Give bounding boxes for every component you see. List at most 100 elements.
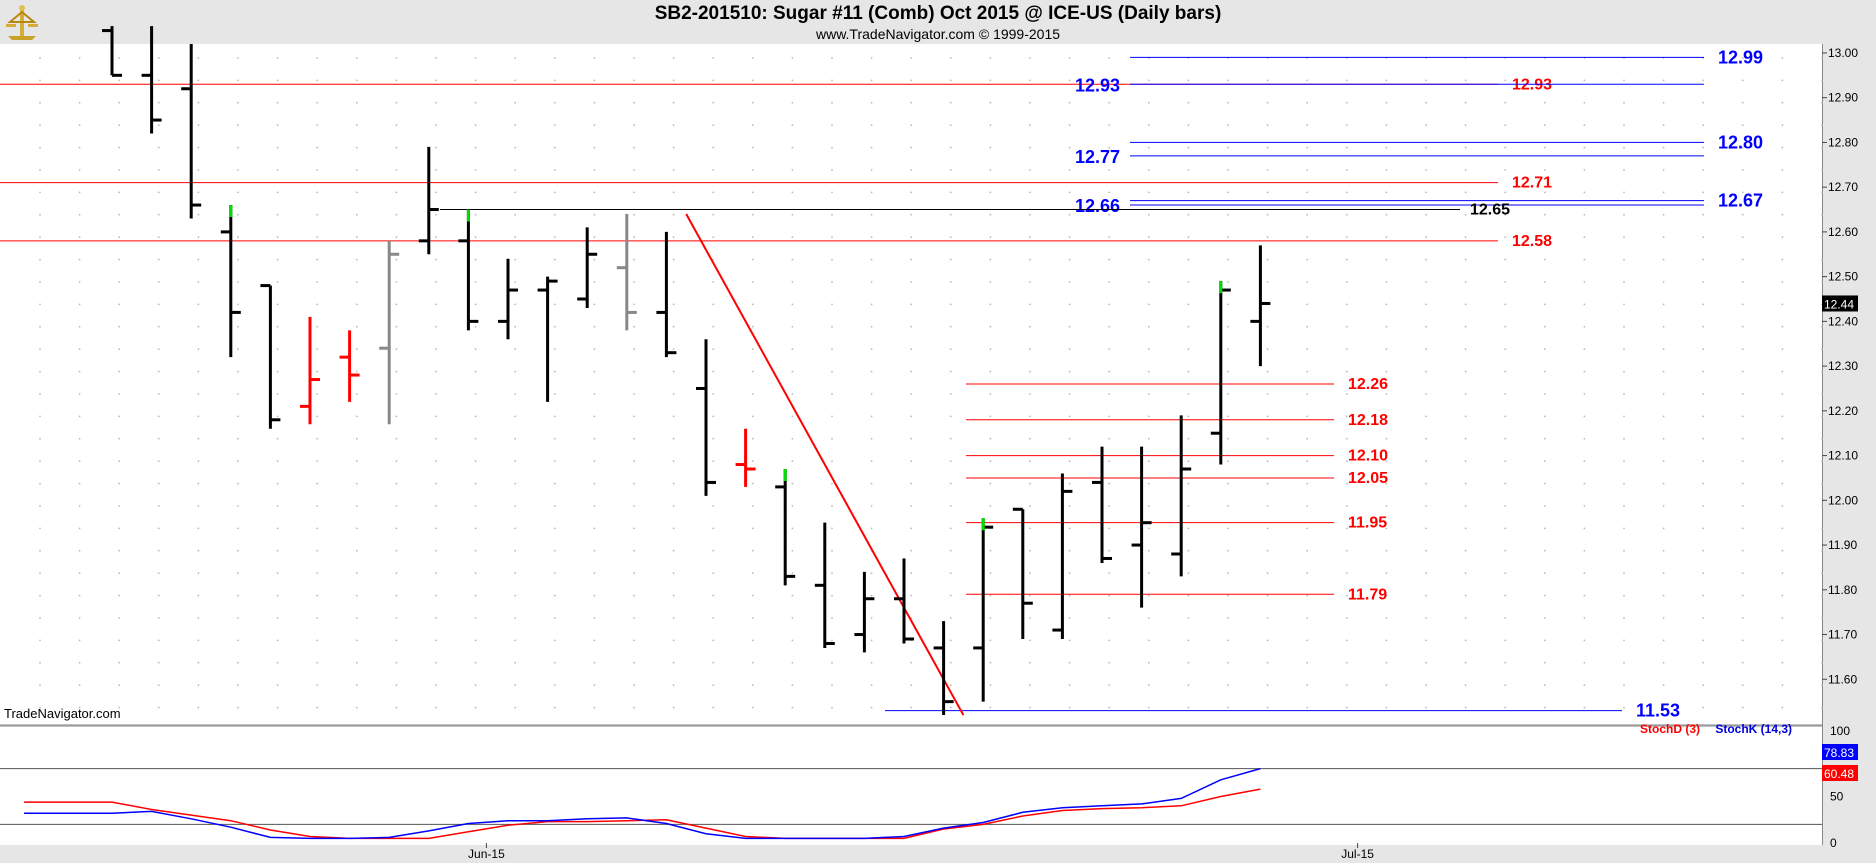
grid-dot bbox=[1781, 505, 1784, 507]
grid-dot bbox=[1702, 325, 1705, 328]
grid-dot bbox=[1306, 706, 1309, 709]
grid-dot bbox=[989, 482, 992, 485]
red-level-label: 11.79 bbox=[1348, 586, 1387, 603]
grid-dot bbox=[989, 191, 992, 194]
grid-dot bbox=[553, 684, 556, 687]
grid-dot bbox=[514, 101, 517, 104]
grid-dot bbox=[1662, 594, 1665, 597]
grid-dot bbox=[1623, 572, 1625, 575]
grid-dot bbox=[1306, 482, 1309, 485]
grid-dot bbox=[1266, 236, 1269, 239]
grid-dot bbox=[1662, 303, 1665, 306]
grid-dot bbox=[39, 437, 41, 440]
grid-dot bbox=[474, 370, 477, 373]
grid-dot bbox=[157, 437, 160, 440]
grid-dot bbox=[593, 101, 596, 104]
grid-dot bbox=[1662, 124, 1665, 127]
grid-dot bbox=[593, 191, 596, 194]
grid-dot bbox=[910, 437, 913, 440]
grid-dot bbox=[1464, 348, 1467, 351]
grid-dot bbox=[395, 572, 398, 575]
grid-dot bbox=[949, 236, 952, 239]
grid-dot bbox=[1187, 236, 1190, 239]
grid-dot bbox=[672, 191, 675, 194]
grid-dot bbox=[1464, 482, 1467, 485]
grid-dot bbox=[514, 124, 517, 127]
grid-dot bbox=[1662, 661, 1665, 664]
grid-dot bbox=[1623, 236, 1625, 239]
grid-dot bbox=[870, 437, 873, 440]
grid-dot bbox=[870, 482, 873, 485]
grid-dot bbox=[1425, 617, 1427, 619]
grid-dot bbox=[1108, 348, 1111, 351]
grid-dot bbox=[633, 169, 635, 171]
grid-dot bbox=[1345, 684, 1348, 687]
grid-dot bbox=[672, 57, 675, 59]
grid-dot bbox=[949, 146, 952, 149]
grid-dot bbox=[1583, 325, 1586, 328]
grid-dot bbox=[118, 281, 121, 283]
grid-dot bbox=[870, 236, 873, 239]
grid-dot bbox=[712, 639, 715, 642]
grid-dot bbox=[78, 415, 81, 418]
grid-dot bbox=[276, 594, 279, 597]
grid-dot bbox=[831, 303, 833, 306]
grid-dot bbox=[989, 169, 992, 171]
grid-dot bbox=[1702, 505, 1705, 507]
grid-dot bbox=[1504, 527, 1507, 530]
ohlc-bar bbox=[181, 44, 202, 219]
grid-dot bbox=[1108, 706, 1111, 709]
grid-dot bbox=[1781, 639, 1784, 642]
grid-dot bbox=[316, 706, 319, 709]
grid-dot bbox=[237, 460, 239, 463]
grid-dot bbox=[870, 213, 873, 216]
grid-dot bbox=[1068, 617, 1071, 619]
ohlc-bar bbox=[141, 26, 162, 134]
grid-dot bbox=[395, 124, 398, 127]
grid-dot bbox=[870, 706, 873, 709]
grid-dot bbox=[1702, 572, 1705, 575]
grid-dot bbox=[39, 572, 41, 575]
grid-dot bbox=[1741, 57, 1744, 59]
grid-dot bbox=[1821, 661, 1823, 664]
grid-dot bbox=[1266, 415, 1269, 418]
grid-dot bbox=[474, 549, 477, 552]
grid-dot bbox=[1781, 572, 1784, 575]
stoch-y-tick-label: 0 bbox=[1830, 836, 1837, 850]
grid-dot bbox=[1702, 213, 1705, 216]
grid-dot bbox=[197, 393, 200, 395]
grid-dot bbox=[1385, 617, 1388, 619]
grid-dot bbox=[1821, 191, 1823, 194]
grid-dot bbox=[989, 303, 992, 306]
grid-dot bbox=[633, 281, 635, 283]
grid-dot bbox=[1583, 281, 1586, 283]
grid-dot bbox=[1385, 661, 1388, 664]
grid-dot bbox=[1306, 617, 1309, 619]
grid-dot bbox=[1345, 303, 1348, 306]
grid-dot bbox=[276, 460, 279, 463]
grid-dot bbox=[1345, 393, 1348, 395]
grid-dot bbox=[1029, 572, 1031, 575]
grid-dot bbox=[1385, 236, 1388, 239]
grid-dot bbox=[1227, 303, 1229, 306]
grid-dot bbox=[514, 527, 517, 530]
grid-dot bbox=[1504, 101, 1507, 104]
grid-dot bbox=[1345, 370, 1348, 373]
grid-dot bbox=[751, 527, 754, 530]
grid-dot bbox=[1306, 325, 1309, 328]
grid-dot bbox=[1029, 79, 1031, 82]
grid-dot bbox=[1266, 572, 1269, 575]
grid-dot bbox=[989, 460, 992, 463]
grid-dot bbox=[118, 393, 121, 395]
grid-dot bbox=[1425, 124, 1427, 127]
grid-dot bbox=[276, 370, 279, 373]
grid-dot bbox=[276, 437, 279, 440]
grid-dot bbox=[712, 370, 715, 373]
grid-dot bbox=[118, 639, 121, 642]
grid-dot bbox=[474, 460, 477, 463]
grid-dot bbox=[1504, 415, 1507, 418]
grid-dot bbox=[237, 281, 239, 283]
grid-dot bbox=[1068, 393, 1071, 395]
grid-dot bbox=[39, 370, 41, 373]
grid-dot bbox=[316, 348, 319, 351]
